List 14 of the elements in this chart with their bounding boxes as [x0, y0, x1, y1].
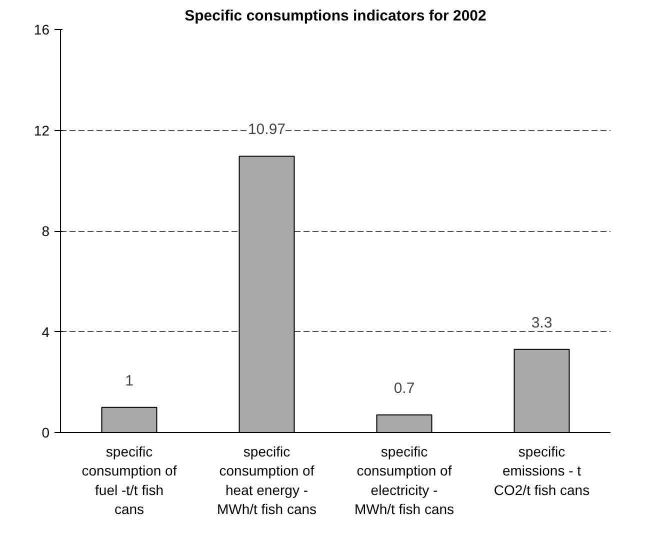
y-tick-label: 12 — [34, 122, 50, 138]
chart-title: Specific consumptions indicators for 2002 — [184, 8, 486, 24]
data-label: 1 — [125, 372, 134, 390]
data-label: 10.97 — [248, 121, 286, 138]
data-label: 3.3 — [531, 314, 552, 332]
x-tick-label: specific consumption of fuel -t/t fish cans — [82, 444, 177, 518]
data-label: 0.7 — [394, 380, 415, 397]
y-tick-label: 0 — [42, 424, 50, 440]
y-tick-label: 8 — [42, 223, 50, 239]
x-tick-label: specific consumption of electricity - MWh/t fish cans — [354, 444, 454, 518]
y-tick-label: 16 — [34, 22, 50, 38]
y-tick-label: 4 — [42, 324, 50, 340]
x-tick-label: specific emissions - t CO2/t fish cans — [494, 444, 590, 498]
x-tick-label: specific consumption of heat energy - MWh/t fish cans — [216, 444, 317, 518]
